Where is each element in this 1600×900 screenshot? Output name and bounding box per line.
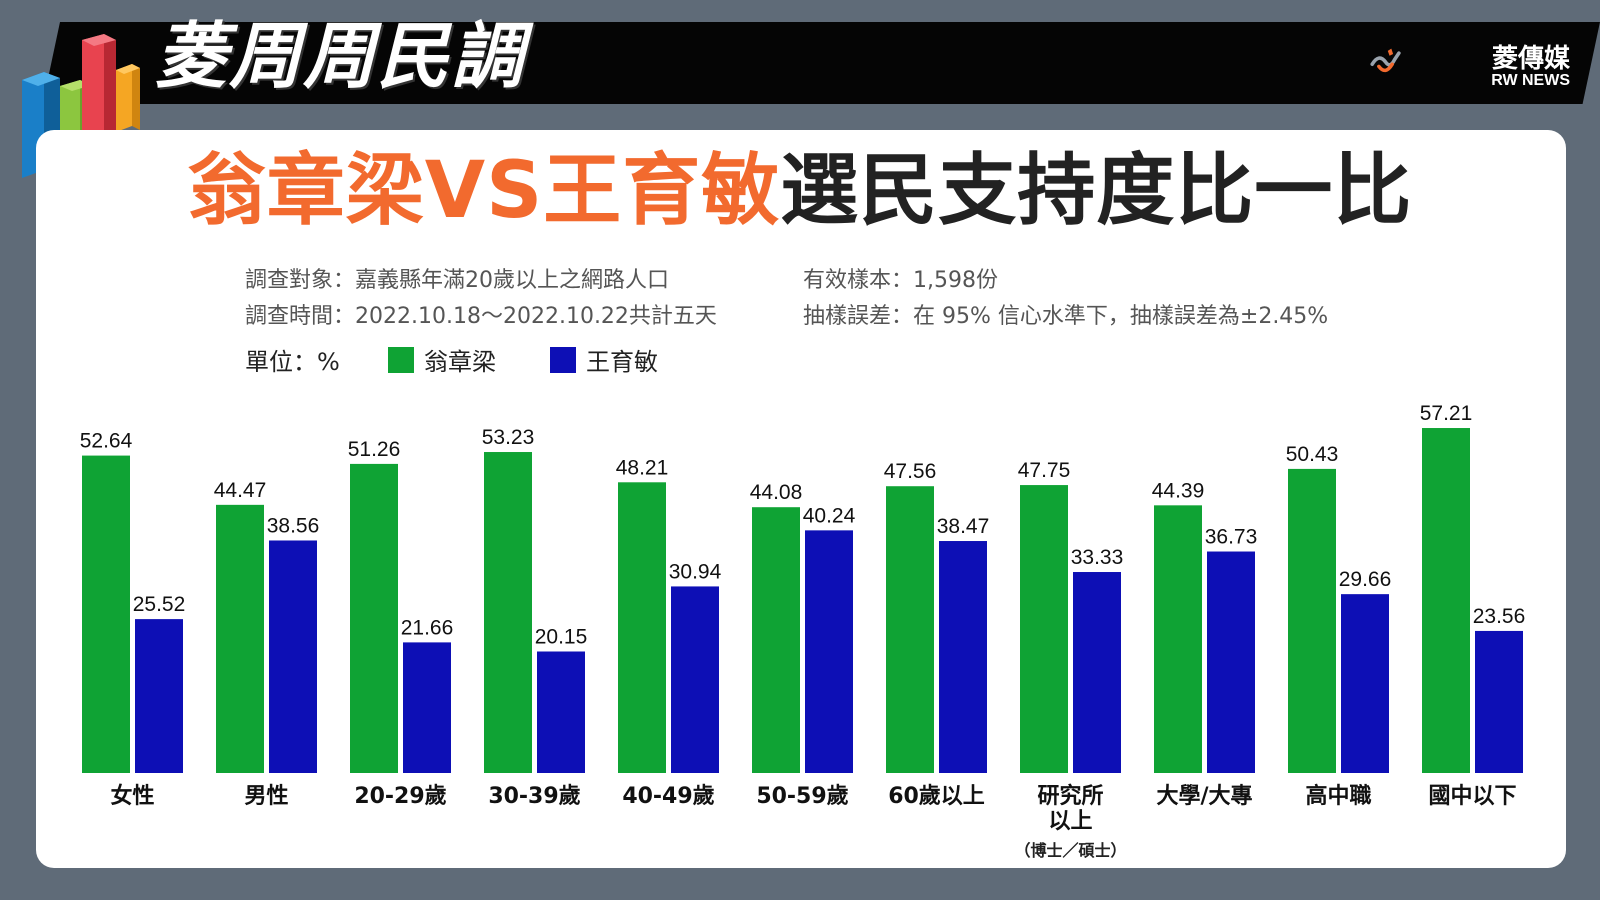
value-label-series1-3: 53.23 bbox=[482, 426, 535, 449]
value-label-series2-9: 29.66 bbox=[1339, 568, 1392, 591]
bar-series2-1 bbox=[269, 540, 317, 773]
bar-series2-7 bbox=[1073, 572, 1121, 773]
category-label-10: 國中以下 bbox=[1428, 784, 1516, 809]
category-label-2: 20-29歲 bbox=[354, 784, 446, 809]
value-label-series2-3: 20.15 bbox=[535, 625, 588, 648]
value-label-series1-4: 48.21 bbox=[616, 456, 669, 479]
category-label-1: 男性 bbox=[244, 784, 288, 809]
category-label-6: 60歲以上 bbox=[888, 784, 985, 809]
bar-series1-6 bbox=[886, 486, 934, 773]
title-topic: 選民支持度比一比 bbox=[780, 146, 1413, 236]
title-candidates: 翁章梁VS王育敏 bbox=[187, 146, 781, 236]
value-label-series2-1: 38.56 bbox=[267, 514, 320, 537]
category-label-8: 大學/大專 bbox=[1156, 783, 1252, 809]
bar-series2-10 bbox=[1475, 630, 1523, 773]
category-label-0: 女性 bbox=[110, 783, 154, 809]
survey-target: 調查對象：嘉義縣年滿20歲以上之網路人口 bbox=[245, 268, 669, 293]
brand-name: 菱傳媒 bbox=[1491, 44, 1570, 74]
category-sublabel-7: （博士／碩士） bbox=[1014, 841, 1126, 860]
bar-series1-10 bbox=[1422, 428, 1470, 773]
bar-series2-5 bbox=[805, 530, 853, 773]
bar-series1-9 bbox=[1288, 468, 1336, 773]
value-label-series1-10: 57.21 bbox=[1420, 402, 1473, 425]
value-label-series1-7: 47.75 bbox=[1018, 459, 1071, 482]
bar-series1-2 bbox=[350, 463, 398, 773]
legend-item-series1: 翁章梁 bbox=[388, 342, 496, 377]
category-label-9: 高中職 bbox=[1305, 783, 1371, 809]
value-label-series1-5: 44.08 bbox=[750, 481, 803, 504]
brand-subtitle: RW NEWS bbox=[1491, 72, 1570, 89]
value-label-series1-6: 47.56 bbox=[884, 460, 937, 483]
bar-series2-2 bbox=[403, 642, 451, 773]
bar-series2-9 bbox=[1341, 594, 1389, 773]
value-label-series2-7: 33.33 bbox=[1071, 546, 1124, 569]
bar-series1-7 bbox=[1020, 485, 1068, 773]
rwnews-logo-icon bbox=[1370, 48, 1401, 73]
bar-series1-5 bbox=[752, 507, 800, 773]
page-title: 翁章梁VS王育敏選民支持度比一比 bbox=[0, 152, 1600, 230]
legend-label-series1: 翁章梁 bbox=[424, 348, 496, 376]
bar-series1-3 bbox=[484, 452, 532, 773]
value-label-series1-8: 44.39 bbox=[1152, 479, 1205, 502]
header-title: 菱周周民調 bbox=[155, 14, 526, 98]
bar-series2-6 bbox=[939, 541, 987, 773]
value-label-series2-8: 36.73 bbox=[1205, 526, 1258, 549]
category-label-7: 研究所 bbox=[1037, 783, 1103, 809]
category-label-4: 40-49歲 bbox=[622, 784, 714, 809]
bar-series2-3 bbox=[537, 651, 585, 773]
unit-label: 單位：% bbox=[245, 348, 340, 376]
bar-series1-8 bbox=[1154, 505, 1202, 773]
sampling-error: 抽樣誤差：在 95% 信心水準下，抽樣誤差為±2.45% bbox=[803, 304, 1329, 329]
bar-series2-8 bbox=[1207, 551, 1255, 773]
bar-series1-0 bbox=[82, 455, 130, 773]
value-label-series2-4: 30.94 bbox=[669, 560, 722, 583]
legend-item-series2: 王育敏 bbox=[550, 342, 658, 377]
value-label-series2-2: 21.66 bbox=[401, 616, 454, 639]
legend-label-series2: 王育敏 bbox=[586, 348, 658, 376]
category-label-7-line1: 以上 bbox=[1048, 809, 1092, 834]
value-label-series1-9: 50.43 bbox=[1286, 443, 1339, 466]
value-label-series1-1: 44.47 bbox=[214, 479, 267, 502]
category-label-5: 50-59歲 bbox=[756, 784, 848, 809]
sample-size: 有效樣本：1,598份 bbox=[803, 268, 998, 293]
value-label-series2-10: 23.56 bbox=[1473, 605, 1526, 628]
value-label-series1-2: 51.26 bbox=[348, 438, 401, 461]
category-label-3: 30-39歲 bbox=[488, 784, 580, 809]
value-label-series2-6: 38.47 bbox=[937, 515, 990, 538]
bar-series2-0 bbox=[135, 619, 183, 773]
legend-swatch-blue bbox=[550, 346, 576, 373]
survey-period: 調查時間：2022.10.18～2022.10.22共計五天 bbox=[245, 304, 717, 329]
value-label-series1-0: 52.64 bbox=[80, 430, 133, 453]
legend-swatch-green bbox=[388, 346, 414, 373]
bar-series1-4 bbox=[618, 482, 666, 773]
value-label-series2-0: 25.52 bbox=[133, 593, 186, 616]
bar-series1-1 bbox=[216, 504, 264, 773]
bar-series2-4 bbox=[671, 586, 719, 773]
value-label-series2-5: 40.24 bbox=[803, 504, 856, 527]
